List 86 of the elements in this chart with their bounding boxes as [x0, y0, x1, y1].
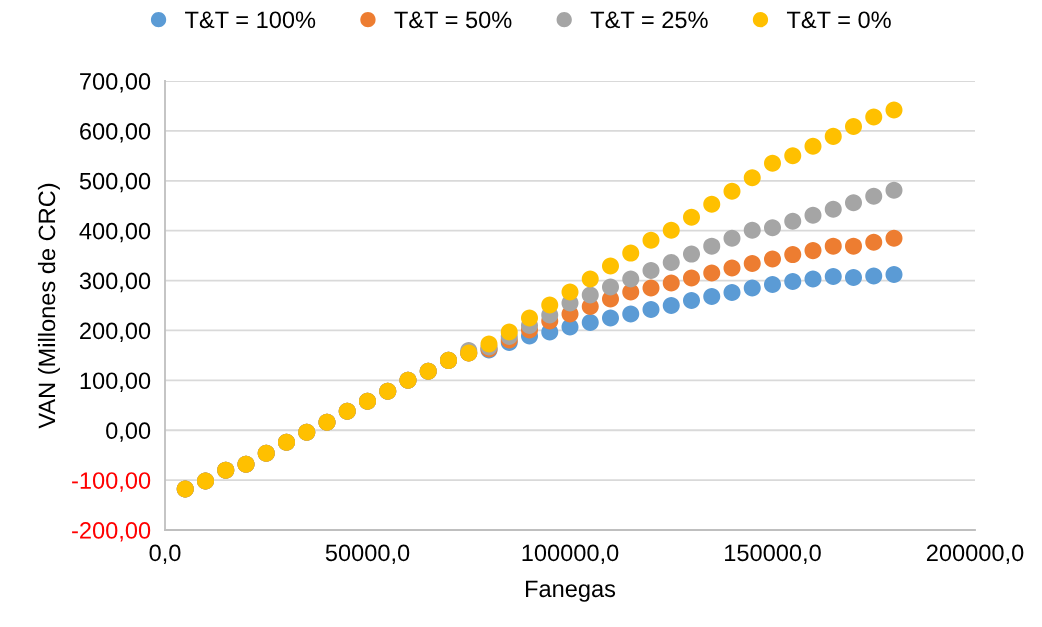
- point: [642, 231, 660, 249]
- y-axis-title: VAN (Millones de CRC): [37, 183, 60, 429]
- legend-label: T&T = 100%: [185, 11, 316, 29]
- point: [824, 200, 842, 218]
- point: [642, 262, 660, 280]
- point: [743, 221, 761, 239]
- point: [784, 147, 802, 165]
- point: [662, 254, 680, 272]
- point: [885, 101, 903, 119]
- x-tick-label: 50000,0: [325, 544, 410, 565]
- point: [642, 279, 660, 297]
- point: [723, 284, 741, 302]
- point: [703, 288, 721, 306]
- point: [743, 169, 761, 187]
- point: [682, 269, 701, 287]
- point: [763, 250, 782, 268]
- x-tick-label: 200000,0: [926, 544, 1024, 565]
- x-tick-label: 150000,0: [725, 544, 821, 565]
- point: [723, 182, 741, 200]
- point: [662, 221, 680, 239]
- point: [844, 194, 863, 212]
- point: [763, 276, 782, 294]
- legend-label: T&T = 0%: [786, 11, 891, 29]
- x-axis-title: Fanegas: [526, 580, 616, 602]
- point: [824, 268, 842, 286]
- point: [500, 323, 518, 341]
- point: [723, 229, 741, 247]
- point: [743, 255, 761, 273]
- point: [622, 270, 640, 288]
- legend-label: T&T = 25%: [590, 11, 708, 29]
- point: [642, 300, 660, 318]
- y-tick-label: 0,00: [106, 422, 151, 442]
- point: [885, 229, 903, 247]
- point: [824, 237, 842, 255]
- point: [561, 283, 579, 301]
- point: [581, 286, 599, 304]
- x-tick-label: 100000,0: [522, 544, 619, 565]
- y-tick-label: 100,00: [80, 372, 151, 392]
- point: [541, 296, 559, 314]
- point: [844, 117, 863, 135]
- point: [865, 108, 883, 126]
- point: [703, 237, 721, 255]
- point: [784, 212, 802, 230]
- y-tick-label: -200,00: [72, 522, 151, 542]
- point: [743, 279, 761, 297]
- point: [804, 206, 822, 224]
- point: [703, 195, 721, 213]
- y-tick-label: 600,00: [80, 122, 151, 143]
- point: [865, 267, 883, 285]
- point: [885, 266, 903, 284]
- point: [601, 257, 620, 275]
- point: [581, 270, 599, 288]
- point: [824, 127, 842, 145]
- point: [703, 264, 721, 282]
- y-tick-label: 500,00: [79, 172, 151, 193]
- point: [804, 242, 822, 260]
- y-tick-label: 400,00: [79, 222, 151, 243]
- point: [865, 187, 883, 205]
- legend-label: T&T = 50%: [394, 11, 512, 29]
- point: [581, 313, 599, 331]
- point: [662, 274, 680, 292]
- point: [784, 246, 802, 264]
- point: [865, 233, 883, 251]
- point: [763, 219, 782, 237]
- point: [520, 309, 539, 327]
- y-tick-label: 200,00: [80, 322, 151, 343]
- point: [784, 273, 802, 291]
- point: [885, 181, 903, 199]
- point: [844, 237, 863, 255]
- point: [723, 259, 741, 277]
- point: [682, 208, 701, 226]
- point: [804, 137, 822, 155]
- point: [682, 245, 701, 263]
- point: [804, 270, 822, 288]
- y-tick-label: 300,00: [79, 272, 151, 293]
- x-tick-label: 0,0: [149, 544, 181, 565]
- point: [763, 154, 782, 172]
- point: [682, 292, 701, 310]
- y-tick-label: 700,00: [80, 73, 151, 93]
- point: [601, 278, 620, 296]
- point: [844, 269, 863, 287]
- y-tick-label: -100,00: [72, 472, 151, 492]
- point: [601, 309, 620, 327]
- point: [662, 296, 680, 315]
- point: [622, 244, 640, 262]
- point: [622, 305, 640, 323]
